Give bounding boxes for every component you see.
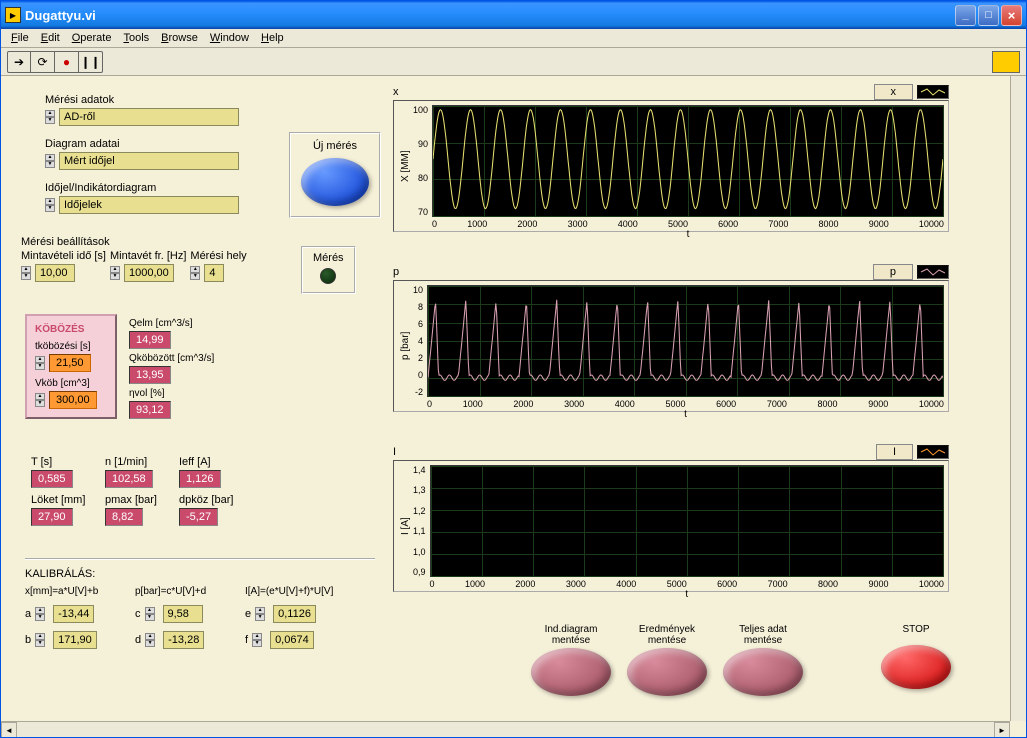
idojel-dropdown[interactable]: Időjelek (59, 196, 239, 214)
kalibralas-title: KALIBRÁLÁS: (25, 568, 375, 580)
uj-meres-label: Új mérés (301, 140, 369, 152)
spinner[interactable]: ▲▼ (45, 110, 57, 124)
meres-led (320, 268, 336, 284)
legend-p[interactable]: p (873, 264, 913, 280)
Ieff-value: 1,126 (179, 470, 221, 488)
T-value: 0,585 (31, 470, 73, 488)
kal-e[interactable]: 0,1126 (273, 605, 316, 623)
n-value: 102,58 (105, 470, 153, 488)
nvol-label: ηvol [%] (129, 388, 214, 399)
tkobozesi-input[interactable]: 21,50 (49, 354, 91, 372)
titlebar: ▶ Dugattyu.vi _ □ × (1, 1, 1026, 29)
maximize-button[interactable]: □ (978, 5, 999, 26)
meresi-adatok-dropdown[interactable]: AD-ről (59, 108, 239, 126)
menu-operate[interactable]: Operate (66, 30, 118, 46)
mintaveteli-input[interactable]: 10,00 (35, 264, 75, 282)
tkobozesi-label: tköbözési [s] (35, 341, 107, 352)
context-help-icon[interactable] (992, 51, 1020, 73)
qelm-value: 14,99 (129, 331, 171, 349)
meresi-hely-label: Mérési hely (190, 250, 246, 262)
mintavet-fr-input[interactable]: 1000,00 (124, 264, 174, 282)
window-title: Dugattyu.vi (25, 8, 955, 23)
idojel-label: Időjel/Indikátordiagram (45, 182, 245, 194)
qkobozott-label: Qköbözött [cm^3/s] (129, 353, 214, 364)
vkob-input[interactable]: 300,00 (49, 391, 97, 409)
menu-window[interactable]: Window (204, 30, 255, 46)
meresi-adatok-label: Mérési adatok (45, 94, 245, 106)
ind-diagram-button[interactable] (531, 648, 611, 696)
pause-button[interactable]: ❙❙ (79, 51, 103, 73)
chart-I-plot (430, 465, 944, 577)
legend-x[interactable]: x (874, 84, 914, 100)
ind-diagram-label: Ind.diagrammentése (531, 624, 611, 646)
menu-browse[interactable]: Browse (155, 30, 204, 46)
chart-p-plot (427, 285, 944, 397)
stop-button[interactable] (881, 645, 951, 689)
qelm-label: Qelm [cm^3/s] (129, 318, 214, 329)
mintavet-fr-label: Mintavét fr. [Hz] (110, 250, 186, 262)
mintaveteli-label: Mintavételi idő [s] (21, 250, 106, 262)
abort-button[interactable]: ● (55, 51, 79, 73)
kal-c[interactable]: 9,58 (163, 605, 203, 623)
kal-d[interactable]: -13,28 (163, 631, 204, 649)
pmax-value: 8,82 (105, 508, 143, 526)
meres-label: Mérés (313, 252, 344, 264)
teljes-adat-button[interactable] (723, 648, 803, 696)
kal-f[interactable]: 0,0674 (270, 631, 314, 649)
spinner[interactable]: ▲▼ (45, 154, 57, 168)
close-button[interactable]: × (1001, 5, 1022, 26)
menu-help[interactable]: Help (255, 30, 290, 46)
horizontal-scrollbar[interactable]: ◄► (1, 721, 1010, 737)
uj-meres-button[interactable] (301, 158, 369, 206)
menu-tools[interactable]: Tools (117, 30, 155, 46)
minimize-button[interactable]: _ (955, 5, 976, 26)
eredmenyek-button[interactable] (627, 648, 707, 696)
vertical-scrollbar[interactable] (1010, 76, 1026, 721)
spinner[interactable]: ▲▼ (45, 198, 57, 212)
content-area: Mérési adatok ▲▼ AD-ről Diagram adatai ▲… (1, 76, 1026, 737)
menu-file[interactable]: File (5, 30, 35, 46)
chart-x-plot (432, 105, 944, 217)
meresi-hely-input[interactable]: 4 (204, 264, 224, 282)
run-button[interactable]: ➔ (7, 51, 31, 73)
stop-label: STOP (881, 624, 951, 635)
eredmenyek-label: Eredményekmentése (627, 624, 707, 646)
qkobozott-value: 13,95 (129, 366, 171, 384)
settings-header: Mérési beállítások (21, 236, 247, 248)
toolbar: ➔ ⟳ ● ❙❙ (1, 48, 1026, 76)
legend-I[interactable]: I (876, 444, 913, 460)
dpkoz-value: -5,27 (179, 508, 218, 526)
menubar: File Edit Operate Tools Browse Window He… (1, 29, 1026, 48)
run-continuous-button[interactable]: ⟳ (31, 51, 55, 73)
app-icon: ▶ (5, 7, 21, 23)
diagram-adatai-label: Diagram adatai (45, 138, 245, 150)
teljes-adat-label: Teljes adatmentése (723, 624, 803, 646)
kal-b[interactable]: 171,90 (53, 631, 97, 649)
diagram-adatai-dropdown[interactable]: Mért időjel (59, 152, 239, 170)
nvol-value: 93,12 (129, 401, 171, 419)
loket-value: 27,90 (31, 508, 73, 526)
menu-edit[interactable]: Edit (35, 30, 66, 46)
kal-a[interactable]: -13,44 (53, 605, 94, 623)
vkob-label: Vköb [cm^3] (35, 378, 107, 389)
kobozes-title: KÖBÖZÉS (35, 324, 107, 335)
